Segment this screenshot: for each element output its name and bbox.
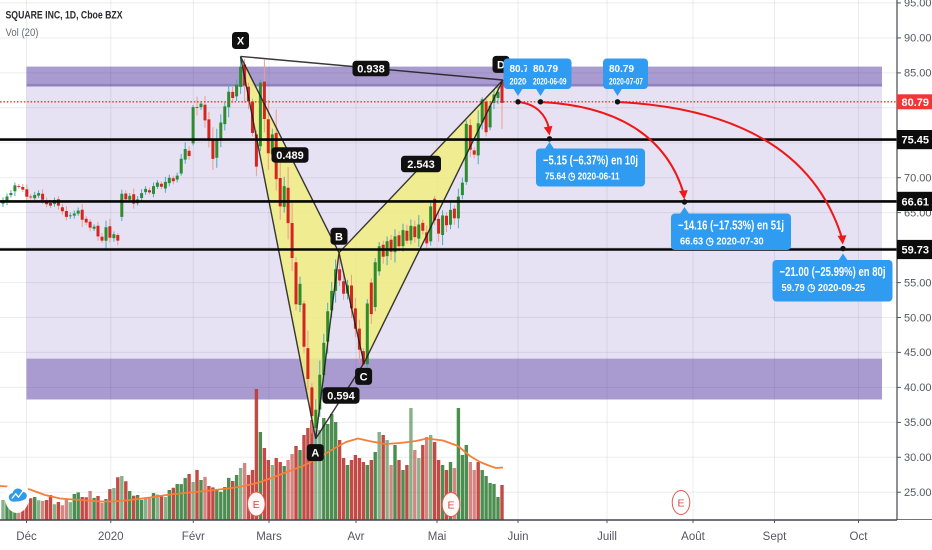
svg-text:E: E xyxy=(253,499,260,511)
svg-text:80.79: 80.79 xyxy=(902,97,930,109)
svg-text:25.00: 25.00 xyxy=(904,487,932,499)
svg-text:95.00: 95.00 xyxy=(904,0,932,10)
svg-text:Mai: Mai xyxy=(428,531,447,543)
svg-text:59.73: 59.73 xyxy=(902,245,930,257)
svg-text:C: C xyxy=(360,371,368,383)
svg-text:35.00: 35.00 xyxy=(904,417,932,429)
svg-text:40.00: 40.00 xyxy=(904,382,932,394)
svg-text:Juill: Juill xyxy=(597,531,617,543)
svg-text:Mars: Mars xyxy=(256,531,282,543)
svg-text:−5.15 (−6.37%) en 10j: −5.15 (−6.37%) en 10j xyxy=(543,154,638,168)
svg-text:85.00: 85.00 xyxy=(904,68,932,80)
svg-text:0.938: 0.938 xyxy=(357,64,385,76)
svg-text:90.00: 90.00 xyxy=(904,33,932,45)
svg-text:80.79: 80.79 xyxy=(533,63,558,75)
svg-text:30.00: 30.00 xyxy=(904,452,932,464)
svg-text:2020-07-07: 2020-07-07 xyxy=(609,77,643,88)
svg-text:Août: Août xyxy=(681,531,705,543)
svg-text:Juin: Juin xyxy=(507,531,528,543)
svg-text:55.00: 55.00 xyxy=(904,277,932,289)
svg-text:X: X xyxy=(237,36,245,48)
svg-text:SQUARE INC, 1D, Cboe BZX: SQUARE INC, 1D, Cboe BZX xyxy=(6,10,124,22)
svg-text:−21.00 (−25.99%) en 80j: −21.00 (−25.99%) en 80j xyxy=(780,265,886,279)
svg-text:Févr: Févr xyxy=(182,531,205,543)
svg-text:Oct: Oct xyxy=(850,531,869,543)
svg-text:80.79: 80.79 xyxy=(609,63,634,75)
svg-text:0.489: 0.489 xyxy=(276,150,304,162)
svg-text:2020-0: 2020-0 xyxy=(510,77,533,88)
svg-text:Vol (20): Vol (20) xyxy=(6,27,39,39)
svg-text:50.00: 50.00 xyxy=(904,312,932,324)
svg-text:2020-06-09: 2020-06-09 xyxy=(533,77,567,88)
svg-text:−14.16 (−17.53%) en 51j: −14.16 (−17.53%) en 51j xyxy=(678,219,784,233)
svg-text:E: E xyxy=(447,499,454,511)
svg-text:75.64 ◷ 2020-06-11: 75.64 ◷ 2020-06-11 xyxy=(545,171,620,183)
svg-text:2020: 2020 xyxy=(98,531,124,543)
svg-text:D: D xyxy=(497,59,505,71)
svg-text:66.61: 66.61 xyxy=(902,196,930,208)
svg-text:75.45: 75.45 xyxy=(902,135,930,147)
svg-text:59.79 ◷ 2020-09-25: 59.79 ◷ 2020-09-25 xyxy=(782,282,866,294)
svg-text:2.543: 2.543 xyxy=(407,159,435,171)
svg-text:66.63 ◷ 2020-07-30: 66.63 ◷ 2020-07-30 xyxy=(680,236,764,248)
svg-text:E: E xyxy=(677,497,684,509)
svg-text:A: A xyxy=(311,448,319,460)
svg-text:Déc: Déc xyxy=(16,531,37,543)
svg-text:B: B xyxy=(335,231,343,243)
svg-text:Sept: Sept xyxy=(763,531,787,543)
svg-text:0.594: 0.594 xyxy=(327,391,355,403)
svg-text:Avr: Avr xyxy=(347,531,364,543)
svg-text:45.00: 45.00 xyxy=(904,347,932,359)
svg-text:70.00: 70.00 xyxy=(904,173,932,185)
